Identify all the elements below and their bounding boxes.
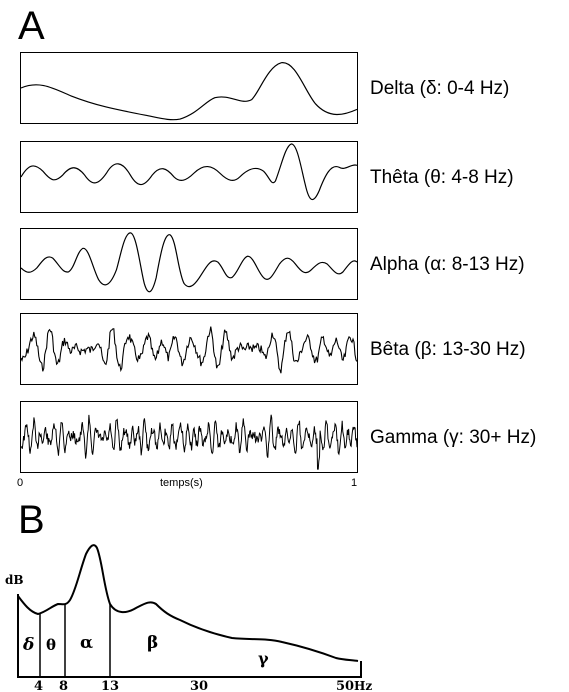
beta-label: Bêta (β: 13-30 Hz): [370, 339, 526, 360]
alpha-waveform: [21, 232, 357, 293]
delta-label: Delta (δ: 0-4 Hz): [370, 78, 510, 99]
panel-a-letter: A: [18, 4, 45, 48]
gamma-wave-box: [20, 401, 358, 473]
theta-label: Thêta (θ: 4-8 Hz): [370, 167, 514, 188]
theta-waveform: [21, 143, 357, 200]
beta-wave-box: [20, 313, 358, 385]
delta-waveform: [21, 62, 357, 121]
region-gamma-symbol: γ: [258, 649, 269, 668]
tick-13: 13: [101, 679, 119, 692]
alpha-wave-box: [20, 228, 358, 300]
delta-wave-box: [20, 52, 358, 124]
gamma-label: Gamma (γ: 30+ Hz): [370, 427, 537, 448]
spectrum-curve: [17, 544, 359, 662]
region-theta-symbol: θ: [46, 636, 56, 654]
time-axis-end: 1: [351, 477, 358, 489]
tick-8: 8: [59, 679, 68, 692]
region-beta-symbol: β: [147, 633, 158, 653]
panel-b-letter: B: [18, 498, 45, 542]
tick-30: 30: [190, 679, 208, 692]
region-alpha-symbol: α: [80, 633, 93, 653]
region-delta-symbol: δ: [22, 635, 34, 655]
spectrum-ylabel: dB: [5, 573, 24, 587]
gamma-waveform: [21, 414, 357, 470]
time-axis-start: 0: [17, 477, 24, 489]
tick-50: 50: [336, 679, 354, 692]
time-axis-label: temps(s): [160, 477, 203, 489]
tick-4: 4: [34, 679, 43, 692]
theta-wave-box: [20, 141, 358, 213]
beta-waveform: [21, 326, 357, 374]
alpha-label: Alpha (α: 8-13 Hz): [370, 254, 525, 275]
x-unit: Hz: [354, 679, 372, 692]
